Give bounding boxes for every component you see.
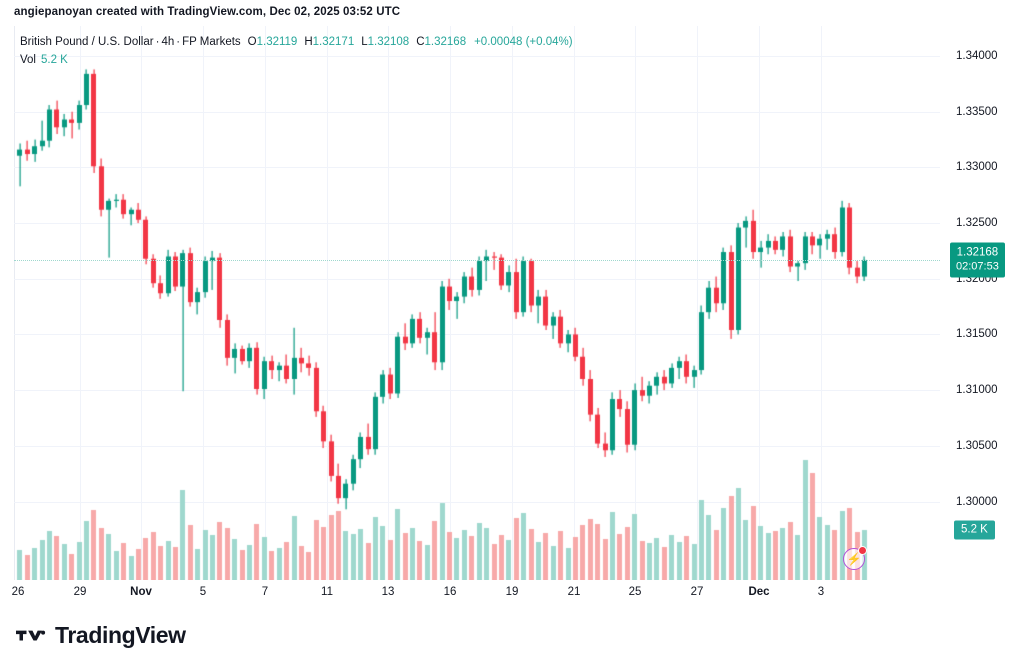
current-price-value: 1.32168 xyxy=(956,246,999,259)
attribution-text: angiepanoyan created with TradingView.co… xyxy=(14,6,401,18)
price-tick-6: 1.31000 xyxy=(956,384,998,396)
time-tick-13: 3 xyxy=(817,586,825,598)
chart-plot-area[interactable]: ⚡ xyxy=(14,26,940,580)
time-tick-1: 29 xyxy=(73,586,87,598)
candlestick-canvas[interactable] xyxy=(14,26,940,580)
price-tick-8: 1.30000 xyxy=(956,496,998,508)
current-price-line xyxy=(14,260,940,262)
time-tick-10: 25 xyxy=(628,586,642,598)
bar-countdown: 02:07:53 xyxy=(956,260,999,273)
time-tick-4: 7 xyxy=(261,586,269,598)
time-tick-2: Nov xyxy=(130,586,152,598)
time-tick-8: 19 xyxy=(505,586,519,598)
price-tick-1: 1.33500 xyxy=(956,106,998,118)
current-price-badge[interactable]: 1.32168 02:07:53 xyxy=(950,242,1005,278)
tradingview-wordmark: TradingView xyxy=(55,622,186,648)
flash-alert-icon[interactable]: ⚡ xyxy=(843,546,867,570)
notification-dot xyxy=(858,546,867,555)
price-scale[interactable]: 1.34000 1.33500 1.33000 1.32500 1.32000 1.315… xyxy=(940,26,1024,580)
time-tick-7: 16 xyxy=(443,586,457,598)
time-tick-6: 13 xyxy=(381,586,395,598)
time-tick-5: 11 xyxy=(321,586,333,598)
time-tick-12: Dec xyxy=(748,586,770,598)
volume-badge[interactable]: 5.2 K xyxy=(954,520,995,540)
tradingview-logo-icon xyxy=(16,630,46,641)
price-tick-3: 1.32500 xyxy=(956,217,998,229)
price-tick-5: 1.31500 xyxy=(956,328,998,340)
price-tick-2: 1.33000 xyxy=(956,161,998,173)
time-tick-0: 26 xyxy=(11,586,25,598)
time-tick-3: 5 xyxy=(199,586,207,598)
chart-frame: ⚡ British Pound / U.S. Dollar · 4h · FP … xyxy=(0,26,1024,606)
price-tick-7: 1.30500 xyxy=(956,440,998,452)
time-tick-9: 21 xyxy=(567,586,581,598)
tradingview-branding: TradingView xyxy=(0,606,1024,665)
price-tick-0: 1.34000 xyxy=(956,50,998,62)
time-scale[interactable]: 26 29 Nov 5 7 11 13 16 19 21 25 27 Dec 3 xyxy=(0,580,1024,606)
time-tick-11: 27 xyxy=(690,586,704,598)
bolt-glyph: ⚡ xyxy=(846,552,862,566)
